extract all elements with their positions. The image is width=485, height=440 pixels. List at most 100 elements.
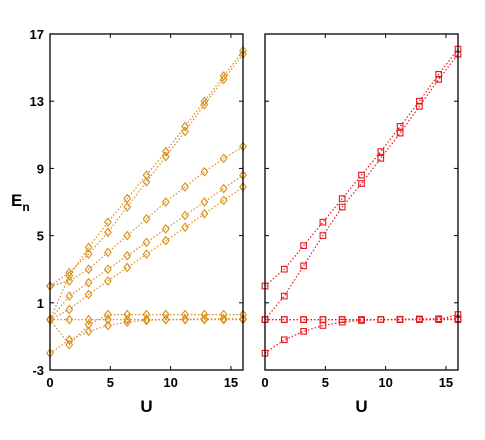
series-5 — [46, 170, 247, 325]
data-point — [65, 334, 74, 345]
data-point — [358, 171, 365, 179]
data-point — [123, 262, 132, 273]
data-point — [181, 309, 190, 320]
data-point — [377, 148, 385, 155]
series-3 — [46, 309, 247, 350]
x-tick-label: 10 — [163, 375, 177, 390]
data-point — [161, 151, 170, 162]
data-point — [280, 292, 288, 300]
x-tick-label: 15 — [439, 375, 453, 390]
y-tick-label: 5 — [37, 229, 44, 244]
data-point — [300, 316, 307, 323]
data-point — [84, 277, 93, 288]
data-point — [161, 314, 170, 325]
series-line — [264, 48, 459, 287]
series-line — [49, 318, 243, 354]
data-point — [65, 304, 74, 315]
series-line — [49, 50, 244, 320]
x-tick-label: 0 — [261, 375, 268, 390]
y-axis-subscript: n — [22, 200, 29, 214]
data-point — [416, 316, 423, 323]
data-point — [161, 146, 170, 157]
data-point — [377, 316, 385, 323]
x-tick-label: 5 — [107, 375, 114, 390]
data-point — [219, 153, 228, 164]
plot-frame — [49, 33, 244, 371]
series-6 — [46, 141, 247, 291]
data-point — [396, 123, 404, 130]
data-point — [219, 74, 228, 85]
data-point — [300, 328, 307, 335]
y-tick-label: -3 — [32, 363, 44, 378]
data-point — [219, 183, 228, 194]
data-point — [161, 309, 170, 320]
series-1 — [46, 313, 247, 359]
data-point — [142, 170, 151, 181]
data-point — [219, 314, 228, 325]
x-axis-title: U — [355, 397, 367, 416]
data-point — [319, 316, 327, 323]
data-point — [161, 197, 170, 207]
data-point — [84, 289, 93, 300]
series-line — [49, 146, 244, 287]
data-point — [358, 180, 365, 187]
data-point — [338, 203, 346, 211]
data-point — [142, 176, 151, 187]
data-point — [65, 291, 74, 301]
data-point — [319, 218, 327, 226]
data-point — [300, 262, 307, 270]
data-point — [142, 249, 151, 259]
data-point — [123, 230, 132, 241]
data-point — [142, 309, 151, 320]
series-5 — [261, 45, 462, 290]
series-line — [264, 53, 459, 320]
data-point — [103, 314, 112, 325]
data-point — [319, 232, 327, 239]
data-point — [103, 320, 112, 331]
data-point — [219, 195, 228, 206]
series-4 — [46, 181, 247, 325]
data-point — [338, 195, 346, 202]
data-point — [123, 314, 132, 325]
data-point — [280, 265, 288, 273]
data-point — [200, 309, 209, 320]
y-axis-title: En — [11, 191, 30, 214]
data-point — [396, 129, 404, 137]
data-point — [142, 314, 151, 325]
series-line — [264, 318, 458, 354]
data-point — [280, 336, 288, 344]
data-point — [103, 247, 112, 258]
x-tick-label: 0 — [46, 375, 53, 390]
y-tick-label: 9 — [37, 161, 44, 176]
data-point — [200, 314, 209, 325]
data-point — [377, 154, 385, 162]
x-tick-label: 10 — [378, 375, 392, 390]
data-point — [181, 314, 190, 325]
plot-frame — [264, 33, 459, 371]
data-point — [161, 223, 170, 234]
data-point — [435, 316, 443, 323]
y-tick-label: 1 — [37, 296, 44, 311]
data-point — [280, 316, 288, 323]
data-point — [181, 126, 190, 137]
data-point — [200, 166, 209, 177]
data-point — [65, 339, 74, 350]
data-point — [435, 70, 443, 78]
data-point — [84, 264, 93, 275]
data-point — [84, 249, 93, 259]
data-point — [396, 316, 404, 323]
data-point — [142, 237, 151, 248]
series-8 — [46, 49, 247, 291]
data-point — [84, 319, 93, 330]
panel-right: 0 5 10 15 U — [261, 33, 462, 416]
series-4 — [261, 50, 462, 323]
data-point — [358, 316, 365, 323]
x-tick-label: 5 — [322, 375, 329, 390]
data-point — [181, 121, 190, 132]
data-point — [123, 250, 132, 261]
data-point — [435, 76, 443, 83]
data-point — [103, 217, 112, 228]
data-point — [416, 97, 423, 105]
data-point — [200, 208, 209, 219]
